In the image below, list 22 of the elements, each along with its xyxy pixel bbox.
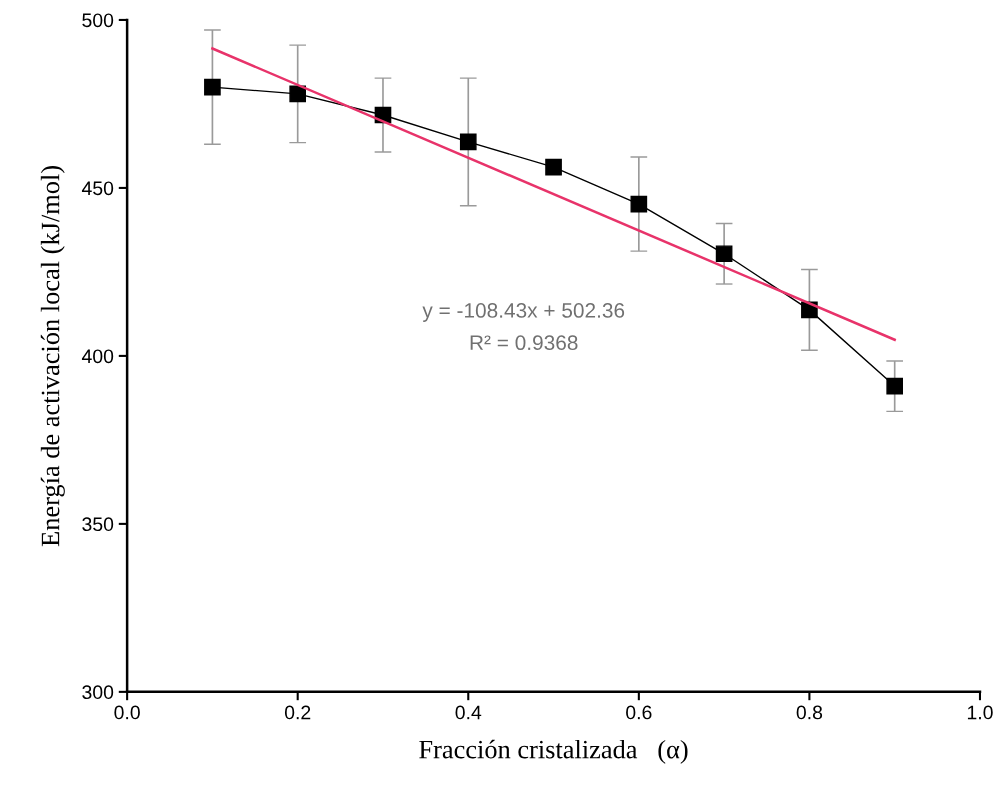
x-tick-label: 0.0: [114, 705, 140, 720]
x-tick-label: 1.0: [967, 705, 993, 720]
x-tick-label: 0.2: [284, 705, 311, 720]
point: [545, 158, 562, 176]
point: [459, 133, 477, 151]
x-tick-label: 0.6: [626, 705, 652, 720]
y-axis-title: Energía de activación local (kJ/mol): [40, 166, 65, 547]
y-tick-label: 350: [82, 517, 114, 532]
annotation: R² = 0.9368: [470, 335, 578, 351]
point: [630, 195, 648, 213]
y-tick-label: 450: [81, 181, 114, 196]
point: [204, 78, 221, 96]
x-tick-label: 0.4: [455, 705, 482, 720]
x-tick-label: 0.8: [796, 705, 823, 720]
annotation: y = -108.43x + 502.36: [422, 303, 625, 322]
x-axis-title: Fracción cristalizada (α): [419, 739, 688, 764]
y-tick-label: 500: [82, 13, 114, 28]
y-tick-label: 400: [81, 349, 114, 364]
point: [289, 85, 307, 103]
point: [715, 245, 733, 263]
y-tick-label: 300: [82, 685, 114, 700]
point: [886, 377, 904, 395]
